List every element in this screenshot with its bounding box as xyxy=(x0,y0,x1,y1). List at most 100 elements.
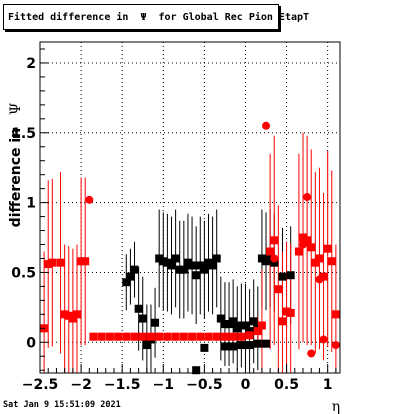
data-point xyxy=(237,321,246,330)
data-point xyxy=(262,257,271,266)
data-point xyxy=(253,327,262,336)
data-point xyxy=(155,332,164,341)
data-point xyxy=(220,342,229,351)
data-point xyxy=(237,341,246,350)
data-point xyxy=(299,233,308,242)
y-tick-label: 1 xyxy=(26,196,36,212)
data-point xyxy=(97,332,106,341)
data-point xyxy=(311,258,320,267)
y-axis-ticks: 0 0.5 1 1.5 2 xyxy=(11,48,49,371)
data-point xyxy=(196,332,205,341)
data-point xyxy=(225,320,234,329)
data-point xyxy=(257,254,266,263)
data-point xyxy=(192,271,201,280)
y-tick-label: 2 xyxy=(26,56,36,72)
psi-symbol: Ψ xyxy=(8,103,24,115)
data-point xyxy=(229,332,238,341)
data-point xyxy=(245,331,254,340)
data-point xyxy=(286,271,295,280)
x-tick-label: 1 xyxy=(323,377,333,393)
data-point xyxy=(167,261,176,270)
data-point xyxy=(64,311,73,320)
data-point xyxy=(299,240,308,249)
data-point xyxy=(151,318,160,327)
data-point xyxy=(220,320,229,329)
data-point xyxy=(155,254,164,263)
data-point xyxy=(212,254,221,263)
data-point xyxy=(159,257,168,266)
data-point xyxy=(241,321,250,330)
data-point xyxy=(77,257,86,266)
data-point xyxy=(204,332,213,341)
data-point xyxy=(323,244,332,253)
data-point xyxy=(262,339,271,348)
data-point xyxy=(179,265,188,274)
data-point xyxy=(307,349,316,358)
data-point xyxy=(48,258,57,267)
data-point xyxy=(200,265,209,274)
data-points xyxy=(40,121,340,375)
y-tick-label: 0.5 xyxy=(11,265,36,281)
data-point xyxy=(315,254,324,263)
data-point xyxy=(60,310,69,319)
data-point xyxy=(179,332,188,341)
data-point xyxy=(138,332,147,341)
data-point xyxy=(171,254,180,263)
data-point xyxy=(142,335,151,344)
data-point xyxy=(175,265,184,274)
data-point xyxy=(270,258,279,267)
data-point xyxy=(122,278,131,287)
x-tick-label: −2.5 xyxy=(22,377,59,393)
data-point xyxy=(307,243,316,252)
data-point xyxy=(253,339,262,348)
data-point xyxy=(126,272,135,281)
timestamp: Sat Jan 9 15:51:09 2021 xyxy=(3,400,121,410)
data-point xyxy=(315,275,324,284)
data-point xyxy=(114,332,123,341)
chart-title: Fitted difference in Ψ for Global Rec Pi… xyxy=(8,11,310,23)
data-point xyxy=(81,257,90,266)
y-axis-label-prefix: difference in xyxy=(8,128,24,227)
data-point xyxy=(188,332,197,341)
data-point xyxy=(72,310,81,319)
data-point xyxy=(105,332,114,341)
data-point xyxy=(266,247,275,256)
data-point xyxy=(257,321,266,330)
data-point xyxy=(327,257,336,266)
data-point xyxy=(138,314,147,323)
data-point xyxy=(331,341,340,350)
data-point xyxy=(56,258,65,267)
data-point xyxy=(249,317,258,326)
x-tick-label: 0.5 xyxy=(274,377,299,393)
data-point xyxy=(245,341,254,350)
plot-frame xyxy=(39,41,341,374)
data-point xyxy=(134,304,143,313)
y-tick-label: 0 xyxy=(26,335,36,351)
data-point xyxy=(220,332,229,341)
data-point xyxy=(303,236,312,245)
chart-title-box: Fitted difference in Ψ for Global Rec Pi… xyxy=(3,4,309,30)
data-point xyxy=(237,332,246,341)
y-tick-label: 1.5 xyxy=(11,126,36,142)
data-point xyxy=(233,324,242,333)
data-point xyxy=(130,332,139,341)
data-point xyxy=(122,332,131,341)
data-point xyxy=(85,195,94,204)
data-point xyxy=(270,236,279,245)
data-point xyxy=(278,272,287,281)
data-point xyxy=(183,258,192,267)
x-tick-label: −0.5 xyxy=(186,377,223,393)
data-point xyxy=(89,332,98,341)
data-point xyxy=(212,332,221,341)
data-point xyxy=(303,193,312,202)
data-point xyxy=(196,261,205,270)
data-point xyxy=(229,317,238,326)
data-point xyxy=(319,272,328,281)
y-axis-label: difference in Ψ xyxy=(8,103,24,228)
data-point xyxy=(68,314,77,323)
data-point xyxy=(245,327,254,336)
x-axis-ticks: −2.5 −2 −1.5 −1 −0.5 0 0.5 1 xyxy=(22,364,337,393)
x-tick-label: −2 xyxy=(70,377,91,393)
data-point xyxy=(171,332,180,341)
